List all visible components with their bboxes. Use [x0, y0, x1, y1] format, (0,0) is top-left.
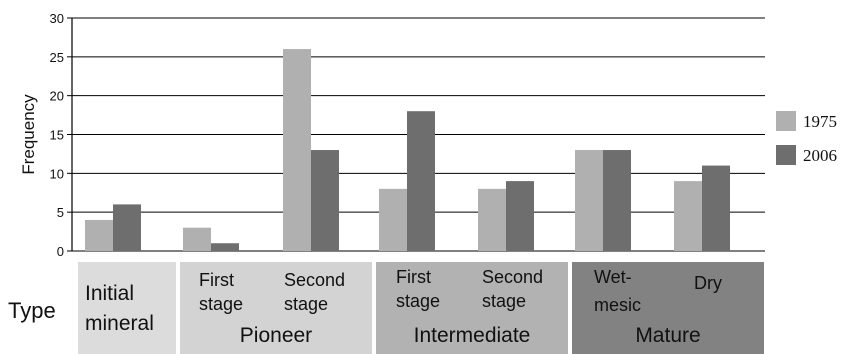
y-tick-label: 10	[50, 166, 64, 181]
subcategory-label: mesic	[594, 295, 641, 315]
bar-2006-2	[211, 243, 239, 251]
group-label-mature: Mature	[635, 324, 700, 347]
y-axis-ticks: 0 5 10 15 20 25 30	[50, 11, 72, 259]
subcategory-label: stage	[284, 294, 328, 314]
bar-2006-1	[113, 204, 141, 251]
y-tick-label: 0	[57, 244, 64, 259]
subcategory-label: First	[199, 270, 234, 290]
subcategory-label: First	[396, 267, 431, 287]
subcategory-label: stage	[199, 294, 243, 314]
legend-swatch-2006	[776, 145, 796, 165]
y-tick-label: 20	[50, 89, 64, 104]
y-tick-label: 30	[50, 11, 64, 26]
bars	[85, 49, 730, 251]
bar-1975-4	[379, 188, 407, 251]
subcategory-label: stage	[482, 291, 526, 311]
bar-1975-5	[478, 188, 506, 251]
y-axis-title: Frequency	[19, 94, 38, 175]
bar-1975-2	[183, 227, 211, 251]
group-panel-3	[376, 262, 568, 354]
group-label-pioneer: Pioneer	[240, 324, 312, 347]
group-label-intermediate: Intermediate	[414, 324, 531, 347]
legend-label-2006: 2006	[803, 146, 837, 165]
bar-1975-3	[283, 49, 311, 251]
x-axis-title: Type	[8, 298, 56, 323]
legend: 1975 2006	[776, 111, 837, 165]
bar-2006-7	[702, 165, 730, 251]
group-panel-2	[180, 262, 372, 354]
subcategory-label: Second	[284, 270, 345, 290]
legend-label-1975: 1975	[803, 112, 837, 131]
subcategory-label: stage	[396, 291, 440, 311]
y-tick-label: 15	[50, 128, 64, 143]
bar-2006-5	[506, 181, 534, 251]
bar-1975-1	[85, 219, 113, 251]
subcategory-label: Wet-	[594, 267, 632, 287]
subcategory-label: Second	[482, 267, 543, 287]
group-panel-4	[572, 262, 764, 354]
bar-1975-6	[575, 150, 603, 251]
subcategory-label: Dry	[694, 273, 722, 293]
group-label-initial-line2: mineral	[85, 312, 154, 335]
legend-swatch-1975	[776, 111, 796, 131]
bar-2006-6	[603, 150, 631, 251]
bar-2006-3	[311, 150, 339, 251]
y-tick-label: 5	[57, 205, 64, 220]
group-label-initial-line1: Initial	[85, 282, 134, 305]
bar-2006-4	[407, 111, 435, 251]
y-tick-label: 25	[50, 50, 64, 65]
bar-1975-7	[674, 181, 702, 251]
category-panels: Initial mineral First stage Second stage Pione…	[78, 262, 764, 354]
group-panel-1	[78, 262, 176, 354]
